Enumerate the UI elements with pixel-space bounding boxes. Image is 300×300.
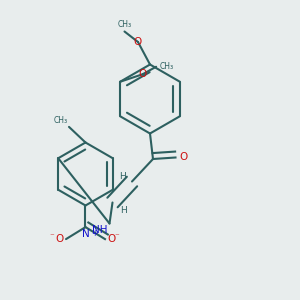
Text: O: O bbox=[139, 69, 147, 79]
Text: +: + bbox=[91, 230, 97, 238]
Text: CH₃: CH₃ bbox=[117, 20, 132, 29]
Text: NH: NH bbox=[92, 225, 107, 235]
Text: O: O bbox=[179, 152, 187, 163]
Text: ⁻: ⁻ bbox=[115, 232, 119, 241]
Text: CH₃: CH₃ bbox=[53, 116, 68, 125]
Text: CH₃: CH₃ bbox=[160, 62, 174, 71]
Text: O: O bbox=[55, 234, 64, 244]
Text: H: H bbox=[120, 206, 127, 215]
Text: N: N bbox=[82, 229, 89, 238]
Text: O: O bbox=[134, 37, 142, 47]
Text: H: H bbox=[119, 172, 125, 181]
Text: O: O bbox=[107, 234, 116, 244]
Text: ⁻: ⁻ bbox=[50, 232, 55, 241]
